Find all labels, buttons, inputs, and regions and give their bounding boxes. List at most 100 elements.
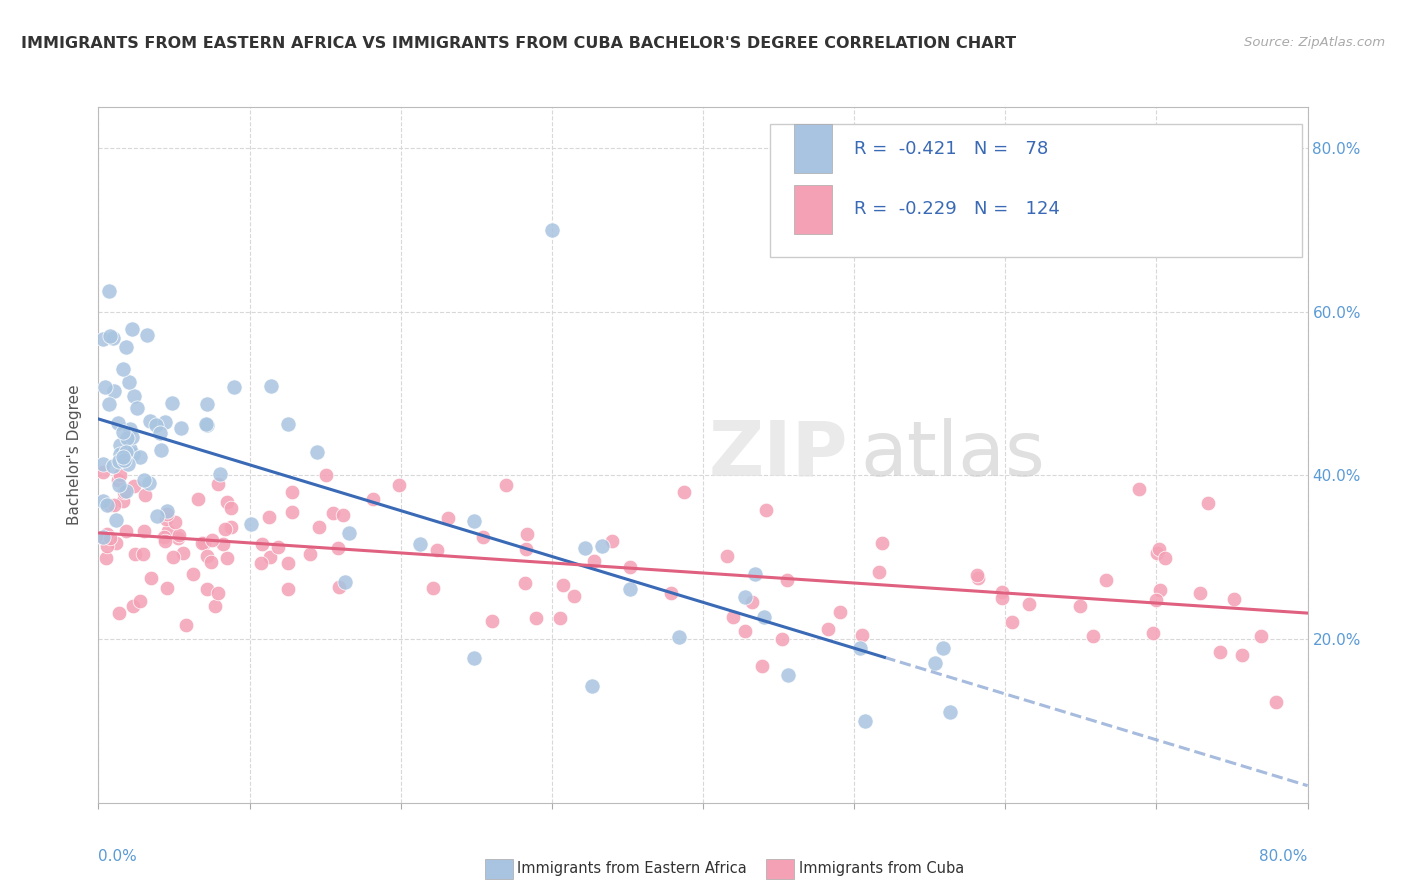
Point: [122, 447, 145, 461]
Point: [190, 536, 212, 550]
Point: [1147, 541, 1170, 556]
Point: [333, 574, 356, 589]
Point: [162, 396, 184, 410]
Point: [250, 556, 273, 570]
Point: [277, 556, 299, 570]
Point: [409, 537, 432, 551]
Point: [1197, 496, 1219, 510]
Bar: [794, 185, 832, 234]
Text: atlas: atlas: [860, 418, 1045, 491]
Point: [101, 331, 124, 345]
Point: [1128, 483, 1150, 497]
Point: [1154, 550, 1177, 565]
Point: [132, 547, 155, 561]
Point: [136, 328, 159, 343]
Point: [114, 445, 136, 459]
Point: [200, 555, 222, 569]
Point: [166, 532, 188, 546]
Point: [754, 609, 776, 624]
Point: [1230, 648, 1253, 662]
Point: [924, 656, 946, 670]
Point: [91, 465, 114, 479]
Point: [1142, 625, 1164, 640]
Point: [157, 524, 180, 538]
Point: [96, 498, 118, 512]
Point: [125, 401, 148, 415]
Point: [132, 473, 155, 487]
Point: [305, 445, 328, 459]
Text: Immigrants from Cuba: Immigrants from Cuba: [799, 862, 965, 876]
Point: [217, 551, 239, 566]
Point: [108, 453, 131, 467]
Point: [193, 535, 215, 549]
Point: [239, 516, 262, 531]
Point: [776, 668, 799, 682]
Point: [830, 605, 852, 619]
Point: [167, 528, 190, 542]
Point: [260, 379, 283, 393]
Point: [118, 375, 141, 389]
Point: [104, 513, 127, 527]
Point: [337, 526, 360, 541]
Point: [1189, 586, 1212, 600]
Point: [562, 589, 585, 603]
Point: [266, 540, 288, 554]
Text: Source: ZipAtlas.com: Source: ZipAtlas.com: [1244, 36, 1385, 49]
Point: [111, 494, 134, 508]
Point: [751, 658, 773, 673]
Point: [277, 582, 299, 596]
Point: [574, 541, 596, 556]
Point: [96, 539, 118, 553]
Point: [108, 437, 131, 451]
Point: [170, 421, 193, 435]
FancyBboxPatch shape: [769, 124, 1302, 257]
Point: [181, 567, 204, 582]
Point: [138, 475, 160, 490]
Point: [1018, 597, 1040, 611]
Point: [1083, 629, 1105, 643]
Point: [134, 488, 156, 502]
Point: [101, 458, 124, 473]
Point: [107, 473, 129, 487]
Point: [513, 575, 536, 590]
Point: [118, 442, 141, 456]
Point: [515, 541, 537, 556]
Point: [967, 571, 990, 585]
Y-axis label: Bachelor's Degree: Bachelor's Degree: [67, 384, 83, 525]
Point: [94, 379, 117, 393]
Point: [114, 340, 136, 354]
Point: [591, 539, 613, 553]
Point: [741, 594, 763, 608]
Point: [516, 526, 538, 541]
Point: [463, 514, 485, 528]
Point: [219, 501, 242, 516]
Point: [108, 446, 131, 460]
Point: [96, 527, 118, 541]
Point: [668, 630, 690, 644]
Point: [426, 543, 449, 558]
Point: [215, 495, 238, 509]
Point: [122, 599, 145, 613]
Point: [207, 585, 229, 599]
Point: [734, 590, 756, 604]
Point: [1144, 593, 1167, 607]
Point: [115, 524, 138, 538]
Point: [548, 610, 571, 624]
Point: [744, 566, 766, 581]
Point: [1250, 629, 1272, 643]
Point: [118, 422, 141, 436]
Point: [721, 609, 744, 624]
Point: [870, 536, 893, 550]
Point: [851, 628, 873, 642]
Point: [868, 565, 890, 579]
Point: [540, 223, 562, 237]
Point: [132, 524, 155, 538]
Point: [129, 450, 152, 464]
Point: [277, 417, 299, 431]
Point: [114, 484, 136, 499]
Point: [91, 531, 114, 545]
Point: [108, 468, 131, 483]
Point: [388, 477, 411, 491]
Point: [103, 498, 125, 512]
Point: [221, 520, 243, 534]
